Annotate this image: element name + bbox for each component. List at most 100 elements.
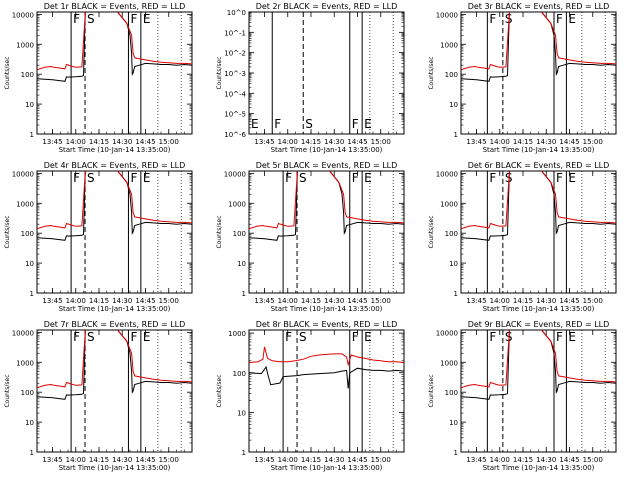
- x-tick-label: 13:45: [254, 297, 274, 305]
- plot-frame: [248, 170, 405, 294]
- panel-det-5: Det 5r BLACK = Events, RED = LLD 1 10 100 10…: [216, 161, 405, 313]
- x-axis-label: Start Time (10-Jan-14 13:35:00): [483, 146, 595, 154]
- y-tick-label: 100: [233, 370, 246, 378]
- panel-title: Det 2r BLACK = Events, RED = LLD: [256, 2, 398, 11]
- marker-label: E: [568, 171, 576, 185]
- panel-det-6: Det 6r BLACK = Events, RED = LLD 1 10 100 10…: [428, 161, 617, 313]
- y-axis-label: Counts/sec: [216, 56, 223, 89]
- panel-title: Det 3r BLACK = Events, RED = LLD: [468, 2, 610, 11]
- plot-frame: [36, 11, 193, 135]
- marker-label: E: [143, 330, 151, 344]
- series-line-lld: [461, 171, 616, 230]
- x-tick-label: 14:15: [513, 138, 533, 146]
- marker-label: F: [130, 12, 137, 26]
- y-tick-label: 10000: [436, 329, 458, 337]
- x-tick-label: 13:45: [42, 138, 62, 146]
- x-tick-label: 14:30: [324, 297, 344, 305]
- y-axis-label: Counts/sec: [216, 215, 223, 248]
- y-tick-label: 10000: [436, 170, 458, 178]
- x-tick-label: 14:45: [347, 456, 367, 464]
- x-tick-label: 14:00: [490, 297, 510, 305]
- x-tick-label: 14:15: [89, 456, 109, 464]
- marker-label: F: [285, 330, 292, 344]
- marker-label: F: [73, 330, 80, 344]
- marker-label: F: [489, 12, 496, 26]
- y-tick-label: 100: [21, 71, 34, 79]
- x-tick-label: 15:00: [159, 297, 179, 305]
- y-tick-label: 10000: [12, 11, 34, 19]
- x-tick-label: 14:15: [301, 297, 321, 305]
- panel-det-7: Det 7r BLACK = Events, RED = LLD 1 10 100 10…: [4, 320, 193, 472]
- x-tick-label: 14:30: [536, 456, 556, 464]
- panel-title: Det 1r BLACK = Events, RED = LLD: [44, 2, 186, 11]
- y-tick-label: 100: [445, 389, 458, 397]
- marker-label: F: [489, 330, 496, 344]
- series-group: [37, 330, 192, 400]
- x-tick-label: 14:15: [301, 456, 321, 464]
- x-tick-label: 14:15: [513, 297, 533, 305]
- y-axis-label: Counts/sec: [428, 56, 435, 89]
- series-line-events: [249, 365, 404, 389]
- series-line-lld: [461, 12, 616, 71]
- y-tick-label: 10^-5: [224, 111, 246, 119]
- panel-title: Det 7r BLACK = Events, RED = LLD: [44, 320, 186, 329]
- marker-label: E: [143, 12, 151, 26]
- x-tick-label: 14:45: [347, 297, 367, 305]
- x-tick-label: 15:00: [583, 138, 603, 146]
- marker-label: E: [364, 117, 372, 131]
- series-line-events: [37, 330, 192, 400]
- x-tick-label: 14:00: [490, 138, 510, 146]
- panel-det-1: Det 1r BLACK = Events, RED = LLD 1 10 100 10…: [4, 2, 193, 154]
- x-tick-label: 15:00: [583, 456, 603, 464]
- marker-label: S: [87, 330, 95, 344]
- series-line-lld: [249, 171, 404, 230]
- y-tick-label: 100: [21, 389, 34, 397]
- y-tick-label: 10: [25, 101, 34, 109]
- x-tick-label: 14:00: [490, 456, 510, 464]
- series-line-events: [461, 171, 616, 241]
- y-tick-label: 10^0: [227, 9, 246, 17]
- x-tick-label: 14:30: [112, 456, 132, 464]
- marker-label: F: [274, 117, 281, 131]
- y-axis-label: Counts/sec: [216, 374, 223, 407]
- plot-frame: [36, 329, 193, 453]
- series-line-lld: [249, 346, 404, 367]
- x-tick-label: 14:45: [135, 456, 155, 464]
- marker-label: F: [556, 12, 563, 26]
- series-group: [461, 171, 616, 241]
- x-axis-label: Start Time (10-Jan-14 13:35:00): [271, 146, 383, 154]
- marker-label: S: [299, 330, 307, 344]
- y-tick-label: 10: [449, 419, 458, 427]
- marker-label: F: [73, 12, 80, 26]
- x-tick-label: 14:30: [324, 138, 344, 146]
- x-tick-label: 14:45: [559, 456, 579, 464]
- marker-label: F: [352, 171, 359, 185]
- x-tick-label: 15:00: [159, 456, 179, 464]
- x-tick-label: 13:45: [466, 297, 486, 305]
- panel-title: Det 9r BLACK = Events, RED = LLD: [468, 320, 610, 329]
- marker-label: E: [143, 171, 151, 185]
- x-tick-label: 14:00: [66, 297, 86, 305]
- marker-label: E: [251, 117, 259, 131]
- x-tick-label: 14:45: [135, 297, 155, 305]
- series-line-lld: [461, 330, 616, 389]
- y-tick-label: 1000: [440, 200, 458, 208]
- x-tick-label: 14:45: [559, 297, 579, 305]
- y-tick-label: 1000: [16, 41, 34, 49]
- x-tick-label: 14:30: [324, 456, 344, 464]
- series-line-lld: [37, 12, 192, 71]
- y-tick-label: 100: [21, 230, 34, 238]
- y-tick-label: 10000: [436, 11, 458, 19]
- series-line-lld: [37, 171, 192, 230]
- y-tick-label: 10^-6: [224, 131, 246, 139]
- y-tick-label: 10000: [224, 170, 246, 178]
- y-axis-label: Counts/sec: [428, 215, 435, 248]
- x-tick-label: 15:00: [371, 456, 391, 464]
- x-tick-label: 14:45: [559, 138, 579, 146]
- series-line-events: [37, 171, 192, 241]
- plot-frame: [36, 170, 193, 294]
- series-line-lld: [37, 330, 192, 389]
- x-tick-label: 14:15: [89, 138, 109, 146]
- marker-label: F: [352, 117, 359, 131]
